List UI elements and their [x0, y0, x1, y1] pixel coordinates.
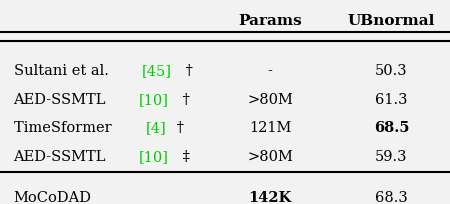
Text: 50.3: 50.3: [375, 64, 408, 78]
Text: [10]: [10]: [139, 150, 169, 164]
Text: UBnormal: UBnormal: [348, 14, 435, 28]
Text: >80M: >80M: [247, 93, 293, 107]
Text: -: -: [268, 64, 272, 78]
Text: 121M: 121M: [249, 121, 291, 135]
Text: 68.3: 68.3: [375, 191, 408, 204]
Text: MoCoDAD: MoCoDAD: [14, 191, 91, 204]
Text: †: †: [180, 64, 193, 78]
Text: TimeSformer: TimeSformer: [14, 121, 116, 135]
Text: Sultani et al.: Sultani et al.: [14, 64, 113, 78]
Text: AED-SSMTL: AED-SSMTL: [14, 93, 111, 107]
Text: [4]: [4]: [145, 121, 166, 135]
Text: †: †: [172, 121, 184, 135]
Text: 68.5: 68.5: [374, 121, 409, 135]
Text: Params: Params: [238, 14, 302, 28]
Text: AED-SSMTL: AED-SSMTL: [14, 150, 111, 164]
Text: [45]: [45]: [142, 64, 172, 78]
Text: †: †: [178, 93, 189, 107]
Text: ‡: ‡: [178, 150, 189, 164]
Text: 142K: 142K: [248, 191, 292, 204]
Text: [10]: [10]: [139, 93, 169, 107]
Text: 61.3: 61.3: [375, 93, 408, 107]
Text: 59.3: 59.3: [375, 150, 408, 164]
Text: >80M: >80M: [247, 150, 293, 164]
